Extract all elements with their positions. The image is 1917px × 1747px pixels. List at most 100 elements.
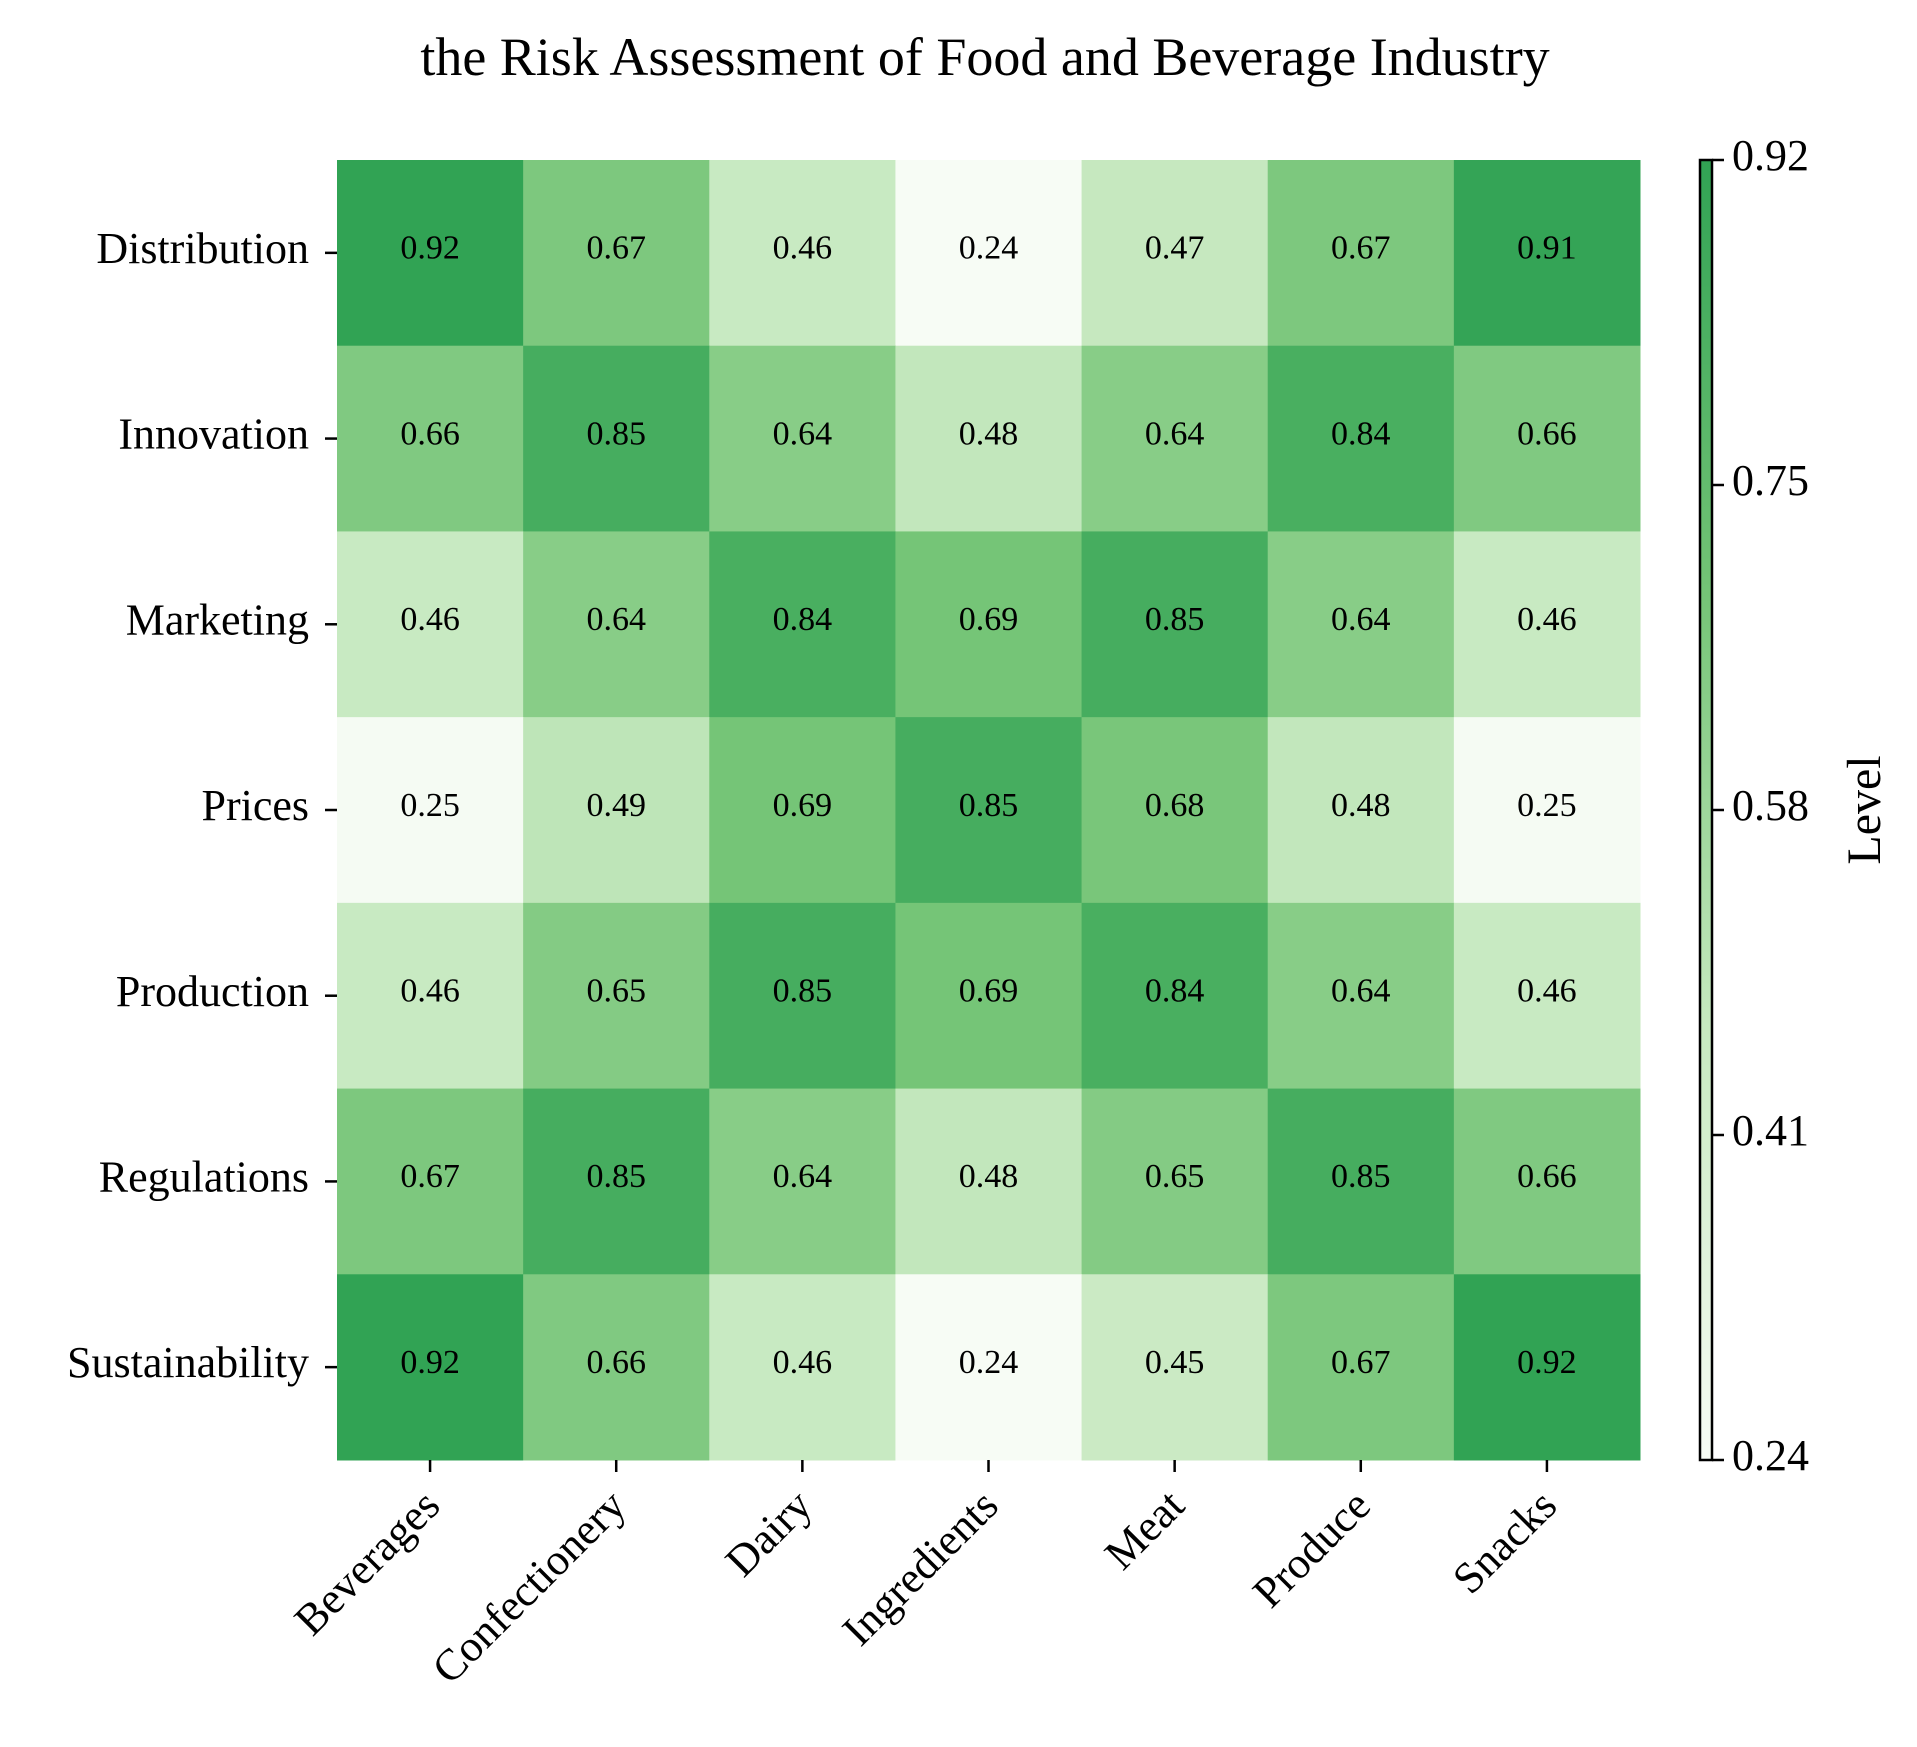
cell-value-label: 0.46: [400, 973, 460, 1010]
cell-value-label: 0.66: [400, 415, 460, 452]
heatmap-cell: [1453, 717, 1641, 904]
cell-value-label: 0.67: [400, 1158, 460, 1195]
cell-value-label: 0.64: [586, 601, 646, 638]
cell-value-label: 0.46: [773, 1344, 833, 1381]
colorbar-gradient: [1698, 158, 1714, 1462]
heatmap-cell: [709, 902, 896, 1090]
y-tick-label: Marketing: [126, 595, 309, 644]
y-tick-label: Prices: [201, 781, 309, 830]
x-tick-label: Dairy: [716, 1480, 821, 1585]
cell-value-label: 0.67: [1331, 1344, 1391, 1381]
colorbar-tick-label: 0.92: [1732, 131, 1809, 180]
heatmap-cell: [1453, 531, 1641, 718]
heatmap-cell: [1081, 345, 1269, 532]
heatmap-cell: [523, 902, 710, 1090]
y-tick-label: Production: [116, 967, 309, 1016]
heatmap-cell: [709, 160, 896, 347]
cell-value-label: 0.92: [1517, 1344, 1577, 1381]
heatmap-cell: [1453, 160, 1641, 347]
heatmap-cell: [1267, 717, 1455, 904]
heatmap-cell: [1081, 160, 1269, 347]
colorbar-label: Level: [1838, 755, 1891, 864]
cell-value-label: 0.64: [1145, 415, 1205, 452]
heatmap-cell: [895, 160, 1083, 347]
cell-value-label: 0.64: [773, 415, 833, 452]
cell-value-label: 0.85: [1145, 601, 1205, 638]
cell-value-label: 0.91: [1517, 230, 1577, 267]
cell-value-label: 0.48: [959, 1158, 1019, 1195]
heatmap-cell: [337, 717, 524, 904]
heatmap-cell: [1453, 1088, 1641, 1275]
heatmap-cell: [895, 345, 1083, 532]
cell-value-label: 0.92: [400, 1344, 460, 1381]
heatmap-cell: [895, 717, 1083, 904]
cell-value-label: 0.45: [1145, 1344, 1205, 1381]
cell-value-label: 0.46: [773, 230, 833, 267]
heatmap-cell: [1081, 902, 1269, 1090]
cell-value-label: 0.65: [1145, 1158, 1205, 1195]
heatmap-cell: [523, 1274, 710, 1461]
cell-value-label: 0.47: [1145, 230, 1205, 267]
heatmap-cell: [523, 717, 710, 904]
cell-value-label: 0.64: [773, 1158, 833, 1195]
cell-value-label: 0.85: [586, 415, 646, 452]
heatmap-cell: [709, 717, 896, 904]
heatmap-cell: [895, 531, 1083, 718]
heatmap-cell: [1267, 160, 1455, 347]
heatmap-cell: [337, 902, 524, 1090]
heatmap-cell: [337, 1088, 524, 1275]
cell-value-label: 0.46: [400, 601, 460, 638]
heatmap-cell: [523, 1088, 710, 1275]
y-tick-label: Regulations: [99, 1153, 309, 1202]
cell-value-label: 0.66: [1517, 415, 1577, 452]
heatmap-cells: [337, 160, 1641, 1461]
heatmap-cell: [523, 160, 710, 347]
heatmap-cell: [1267, 1088, 1455, 1275]
cell-value-label: 0.46: [1517, 601, 1577, 638]
cell-value-label: 0.92: [400, 230, 460, 267]
heatmap-cell: [337, 160, 524, 347]
x-tick-label: Confectionery: [423, 1480, 636, 1693]
heatmap-cell: [1081, 1274, 1269, 1461]
colorbar: 0.24 0.41 0.58 0.75 0.92 Level: [1698, 131, 1891, 1480]
y-axis: Distribution Innovation Marketing Prices Pro…: [67, 224, 337, 1387]
x-tick-label: Beverages: [285, 1480, 449, 1644]
heatmap-cell-labels: 0.92 0.67 0.46 0.24 0.47 0.67 0.91 0.66 0.85 0.64…: [400, 230, 1576, 1381]
cell-value-label: 0.84: [1331, 415, 1391, 452]
cell-value-label: 0.85: [773, 973, 833, 1010]
heatmap-cell: [709, 531, 896, 718]
cell-value-label: 0.25: [1517, 787, 1577, 824]
colorbar-tick-label: 0.58: [1732, 781, 1809, 830]
x-tick-label: Meat: [1095, 1480, 1194, 1579]
heatmap-cell: [337, 345, 524, 532]
x-tick-label: Ingredients: [833, 1480, 1008, 1655]
cell-value-label: 0.48: [1331, 787, 1391, 824]
heatmap-cell: [709, 345, 896, 532]
cell-value-label: 0.85: [1331, 1158, 1391, 1195]
cell-value-label: 0.67: [586, 230, 646, 267]
heatmap-cell: [709, 1088, 896, 1275]
heatmap-cell: [337, 1274, 524, 1461]
heatmap-cell: [1267, 345, 1455, 532]
cell-value-label: 0.69: [959, 973, 1019, 1010]
cell-value-label: 0.68: [1145, 787, 1205, 824]
heatmap-cell: [1267, 1274, 1455, 1461]
cell-value-label: 0.48: [959, 415, 1019, 452]
cell-value-label: 0.85: [959, 787, 1019, 824]
heatmap-cell: [1453, 902, 1641, 1090]
heatmap-cell: [895, 1088, 1083, 1275]
colorbar-tick-label: 0.24: [1732, 1431, 1809, 1480]
cell-value-label: 0.66: [1517, 1158, 1577, 1195]
heatmap-cell: [1267, 902, 1455, 1090]
x-tick-label: Snacks: [1443, 1480, 1566, 1603]
heatmap-cell: [1267, 531, 1455, 718]
cell-value-label: 0.85: [586, 1158, 646, 1195]
heatmap-cell: [1081, 1088, 1269, 1275]
cell-value-label: 0.24: [959, 1344, 1019, 1381]
cell-value-label: 0.64: [1331, 973, 1391, 1010]
cell-value-label: 0.69: [959, 601, 1019, 638]
heatmap-cell: [523, 345, 710, 532]
y-tick-label: Sustainability: [67, 1338, 309, 1387]
y-tick-label: Innovation: [118, 410, 309, 459]
